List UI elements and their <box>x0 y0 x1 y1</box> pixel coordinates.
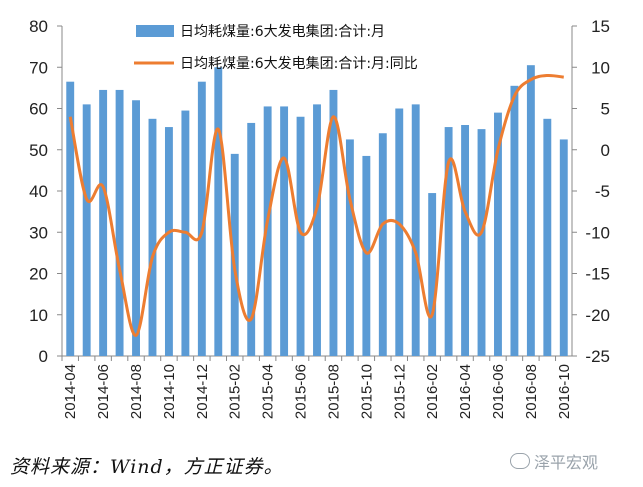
bar <box>263 106 272 356</box>
right-tick-label: 5 <box>601 100 610 119</box>
right-tick-label: 0 <box>601 141 610 160</box>
left-tick-label: 70 <box>29 58 48 77</box>
bar <box>444 127 453 356</box>
x-tick-label: 2015-06 <box>293 364 310 419</box>
bar <box>329 89 338 356</box>
bar <box>99 89 108 356</box>
x-tick-label: 2016-08 <box>523 364 540 419</box>
bar <box>411 104 420 356</box>
legend-bar-label: 日均耗煤量:6大发电集团:合计:月 <box>180 23 385 40</box>
left-tick-label: 80 <box>29 17 48 36</box>
bar <box>66 81 75 356</box>
right-tick-label: -25 <box>585 347 610 366</box>
bar <box>214 67 223 356</box>
legend-bar-swatch <box>136 25 174 37</box>
bar <box>543 118 552 356</box>
x-tick-label: 2015-10 <box>358 364 375 419</box>
bar <box>115 89 124 356</box>
wechat-icon <box>510 453 530 469</box>
left-tick-label: 20 <box>29 265 48 284</box>
x-tick-label: 2016-10 <box>556 364 573 419</box>
x-tick-label: 2015-08 <box>325 364 342 419</box>
bar <box>247 122 256 356</box>
x-tick-label: 2014-08 <box>128 364 145 419</box>
left-axis-ticks: 0 10 20 30 40 50 60 70 80 <box>29 17 62 366</box>
bar <box>526 65 535 356</box>
bar <box>148 118 157 356</box>
right-axis-ticks: -25 -20 -15 -10 -5 0 5 10 15 <box>572 17 610 366</box>
bar <box>82 104 91 356</box>
x-tick-label: 2016-02 <box>424 364 441 419</box>
bar <box>461 125 470 356</box>
x-tick-label: 2014-12 <box>194 364 211 419</box>
legend: 日均耗煤量:6大发电集团:合计:月 日均耗煤量:6大发电集团:合计:月:同比 <box>134 23 418 72</box>
bar <box>477 129 486 356</box>
x-tick-label: 2014-10 <box>161 364 178 419</box>
right-tick-label: -10 <box>585 223 610 242</box>
source-note: 资料来源：Wind，方正证券。 <box>10 456 284 478</box>
watermark-text: 泽平宏观 <box>534 453 599 472</box>
left-tick-label: 40 <box>29 182 48 201</box>
bar <box>395 108 404 356</box>
right-tick-label: -5 <box>595 182 610 201</box>
x-tick-label: 2015-02 <box>227 364 244 419</box>
x-tick-label: 2016-06 <box>490 364 507 419</box>
x-tick-label: 2014-04 <box>62 364 79 419</box>
x-axis-ticks: 2014-04 2014-06 2014-08 2014-10 2014-12 2015-… <box>61 356 573 419</box>
bar <box>378 133 387 356</box>
chart: 0 10 20 30 40 50 60 70 80 -25 -20 -15 -10 -5 0 5 10 15 2… <box>29 17 610 419</box>
left-tick-label: 50 <box>29 141 48 160</box>
x-tick-label: 2015-04 <box>260 364 277 419</box>
right-tick-label: -20 <box>585 306 610 325</box>
bar <box>345 139 354 356</box>
line-series <box>68 73 564 337</box>
bar <box>428 193 437 356</box>
watermark: 泽平宏观 <box>510 449 598 473</box>
yoy-line <box>68 73 564 337</box>
left-tick-label: 60 <box>29 100 48 119</box>
bar <box>197 81 206 356</box>
right-tick-label: 15 <box>591 17 610 36</box>
bar <box>494 112 502 356</box>
bar <box>362 155 371 356</box>
bar <box>296 116 305 356</box>
bar <box>132 100 140 356</box>
left-tick-label: 30 <box>29 223 48 242</box>
left-tick-label: 10 <box>29 306 48 325</box>
left-tick-label: 0 <box>39 347 48 366</box>
x-tick-label: 2015-12 <box>391 364 408 419</box>
right-tick-label: 10 <box>591 58 610 77</box>
bar <box>559 139 568 356</box>
bar <box>164 127 173 356</box>
x-tick-label: 2014-06 <box>95 364 112 419</box>
bar <box>510 85 519 356</box>
bar <box>313 104 321 356</box>
x-tick-label: 2016-04 <box>457 364 474 419</box>
right-tick-label: -15 <box>585 265 610 284</box>
bar <box>280 106 289 356</box>
legend-line-label: 日均耗煤量:6大发电集团:合计:月:同比 <box>180 55 418 72</box>
bar <box>230 153 239 356</box>
